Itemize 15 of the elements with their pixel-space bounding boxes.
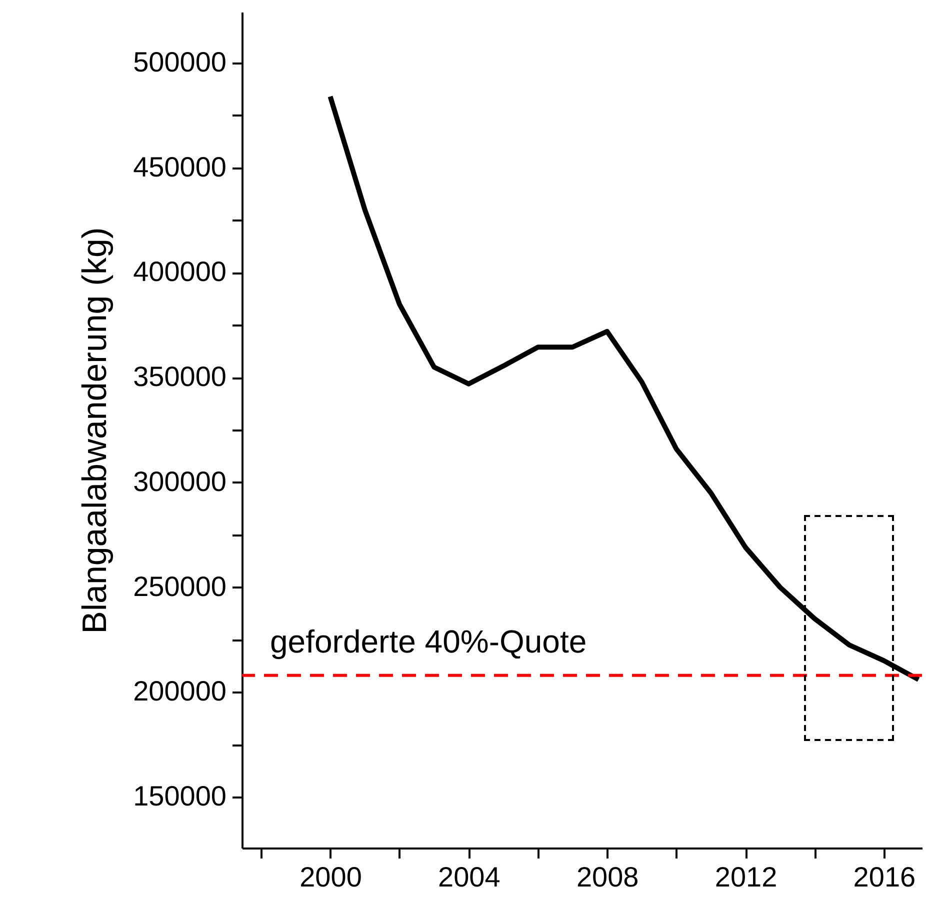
y-tick-label: 150000 (133, 780, 226, 812)
ref-line-label: geforderte 40%-Quote (270, 623, 587, 660)
y-tick-label: 250000 (133, 570, 226, 602)
y-tick-label: 450000 (133, 151, 226, 182)
x-tick-label: 2016 (853, 862, 916, 892)
y-tick-label: 300000 (133, 466, 226, 497)
y-tick-label: 500000 (133, 46, 226, 78)
y-tick-label: 200000 (133, 676, 226, 707)
x-tick-label: 2008 (576, 862, 639, 892)
x-tick-label: 2000 (300, 862, 362, 892)
y-axis-title: Blangaalabwanderung (kg) (76, 227, 114, 634)
y-tick-label: 350000 (133, 361, 226, 392)
y-tick-label: 400000 (133, 256, 226, 288)
x-tick-label: 2004 (438, 862, 500, 892)
x-tick-label: 2012 (714, 862, 778, 892)
